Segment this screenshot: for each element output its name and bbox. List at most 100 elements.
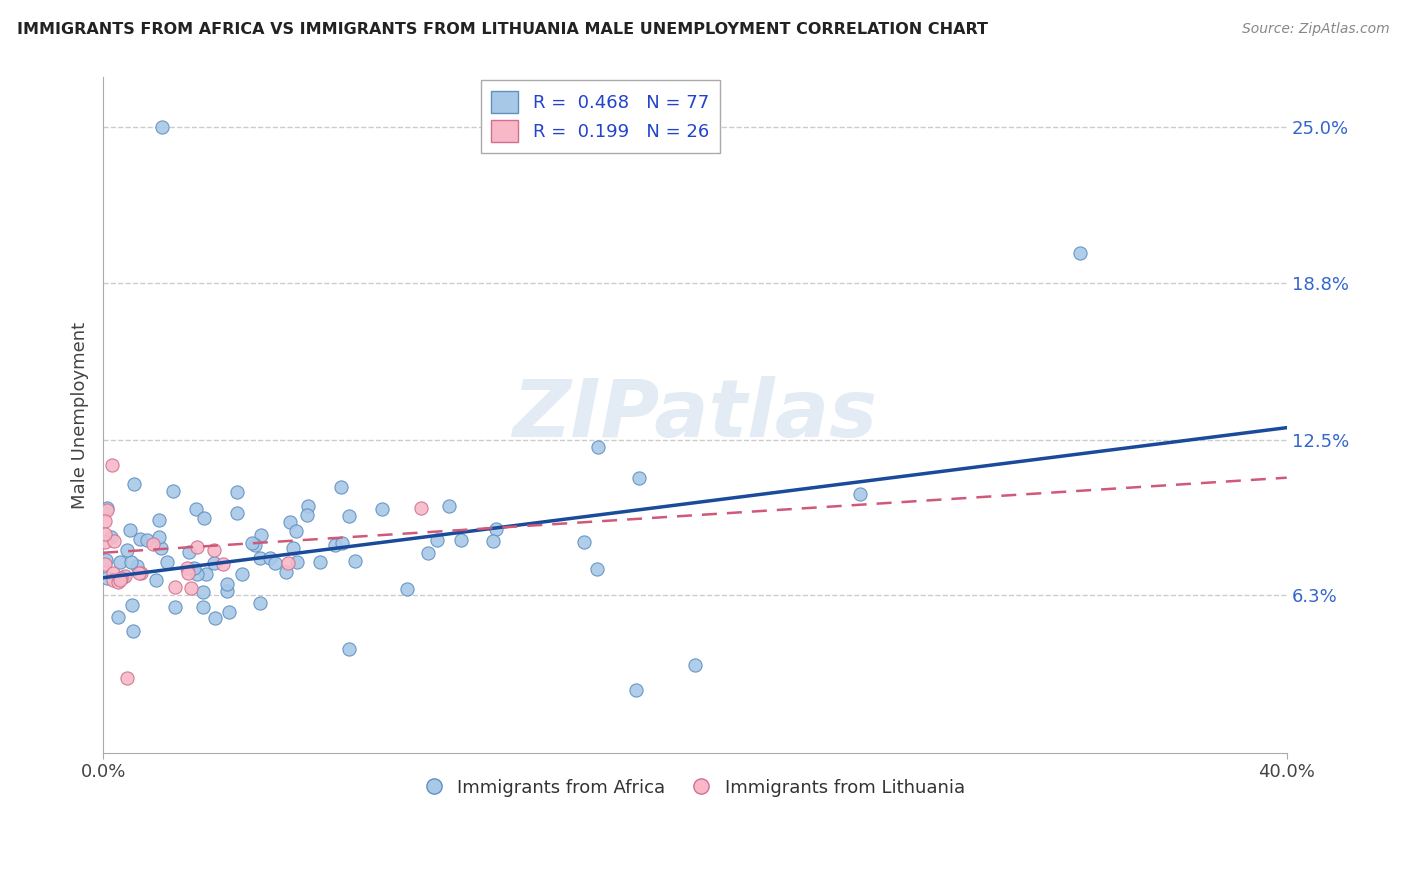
Point [217, 577, 239, 591]
Point [103, 534, 125, 549]
Text: ZIPatlas: ZIPatlas [512, 376, 877, 454]
Point [186, 540, 208, 554]
Point [186, 501, 208, 516]
Point [176, 561, 198, 575]
Point [156, 555, 179, 569]
Point [264, 556, 287, 570]
Point [217, 583, 239, 598]
Point [122, 476, 145, 491]
Point [165, 581, 187, 595]
Point [194, 566, 217, 581]
Point [93, 514, 115, 528]
Point [93, 557, 115, 571]
Point [409, 500, 432, 515]
Point [112, 570, 135, 584]
Point [96, 501, 118, 516]
Point [204, 611, 226, 625]
Point [120, 523, 142, 537]
Text: Source: ZipAtlas.com: Source: ZipAtlas.com [1241, 22, 1389, 37]
Point [122, 624, 145, 638]
Point [278, 515, 301, 529]
Text: IMMIGRANTS FROM AFRICA VS IMMIGRANTS FROM LITHUANIA MALE UNEMPLOYMENT CORRELATIO: IMMIGRANTS FROM AFRICA VS IMMIGRANTS FRO… [17, 22, 988, 37]
Point [274, 565, 297, 579]
Point [337, 642, 360, 657]
Point [107, 575, 129, 590]
Point [285, 555, 308, 569]
Point [93, 534, 115, 549]
Point [202, 556, 225, 570]
Point [115, 671, 138, 685]
Point [396, 582, 419, 597]
Point [142, 537, 165, 551]
Point [1069, 245, 1091, 260]
Point [114, 569, 136, 583]
Point [107, 610, 129, 624]
Point [450, 533, 472, 547]
Point [186, 567, 208, 582]
Point [148, 531, 170, 545]
Point [240, 535, 263, 549]
Point [115, 543, 138, 558]
Point [193, 511, 215, 525]
Y-axis label: Male Unemployment: Male Unemployment [72, 322, 89, 508]
Point [108, 555, 131, 569]
Legend: Immigrants from Africa, Immigrants from Lithuania: Immigrants from Africa, Immigrants from … [418, 772, 973, 805]
Point [100, 530, 122, 544]
Point [191, 600, 214, 615]
Point [297, 499, 319, 513]
Point [259, 551, 281, 566]
Point [128, 566, 150, 580]
Point [416, 546, 439, 560]
Point [101, 574, 124, 588]
Point [283, 541, 305, 555]
Point [485, 522, 508, 536]
Point [249, 596, 271, 610]
Point [226, 485, 249, 500]
Point [150, 120, 173, 135]
Point [308, 555, 330, 569]
Point [245, 538, 267, 552]
Point [108, 574, 131, 588]
Point [218, 605, 240, 619]
Point [162, 483, 184, 498]
Point [277, 556, 299, 570]
Point [121, 598, 143, 612]
Point [330, 535, 353, 549]
Point [177, 566, 200, 581]
Point [481, 533, 503, 548]
Point [163, 599, 186, 614]
Point [231, 567, 253, 582]
Point [250, 528, 273, 542]
Point [145, 573, 167, 587]
Point [337, 508, 360, 523]
Point [586, 562, 609, 576]
Point [295, 508, 318, 522]
Point [212, 558, 235, 572]
Point [93, 527, 115, 541]
Point [96, 571, 118, 585]
Point [586, 441, 609, 455]
Point [148, 513, 170, 527]
Point [202, 543, 225, 558]
Point [323, 537, 346, 551]
Point [150, 541, 173, 556]
Point [180, 581, 202, 595]
Point [574, 535, 596, 549]
Point [101, 566, 124, 580]
Point [101, 458, 124, 472]
Point [426, 533, 449, 547]
Point [627, 470, 650, 484]
Point [183, 560, 205, 574]
Point [344, 554, 367, 568]
Point [849, 487, 872, 501]
Point [683, 658, 706, 673]
Point [249, 551, 271, 566]
Point [94, 553, 117, 567]
Point [110, 571, 132, 585]
Point [120, 556, 142, 570]
Point [125, 558, 148, 573]
Point [129, 566, 152, 581]
Point [329, 480, 352, 494]
Point [96, 503, 118, 517]
Point [226, 506, 249, 520]
